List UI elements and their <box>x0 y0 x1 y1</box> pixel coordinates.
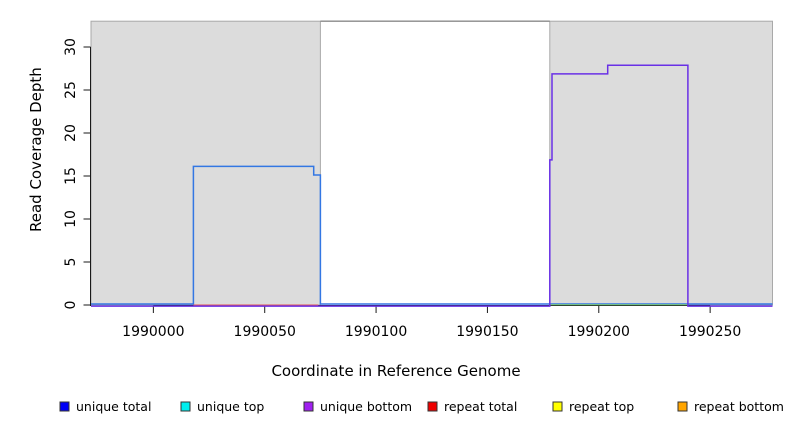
y-axis-title: Read Coverage Depth <box>27 67 45 232</box>
legend-label-repeat-bottom: repeat bottom <box>694 399 784 414</box>
y-tick-label: 0 <box>63 301 79 310</box>
legend-label-unique-total: unique total <box>76 399 151 414</box>
legend-swatch-repeat-total <box>427 401 438 412</box>
y-tick-label: 5 <box>63 258 79 267</box>
y-tick-label: 15 <box>63 167 79 185</box>
x-tick-label: 1990100 <box>345 324 407 340</box>
x-tick-label: 1990050 <box>234 324 296 340</box>
left-shaded-repeat-region <box>90 20 321 306</box>
legend-label-unique-bottom: unique bottom <box>320 399 412 414</box>
y-tick-label: 10 <box>63 210 79 228</box>
x-tick-label: 1990150 <box>456 324 518 340</box>
x-tick-label: 1990200 <box>568 324 630 340</box>
y-tick-label: 30 <box>63 38 79 56</box>
legend-swatch-repeat-bottom <box>677 401 688 412</box>
legend-label-repeat-top: repeat top <box>569 399 634 414</box>
right-shaded-repeat-region <box>549 20 774 306</box>
legend-swatch-unique-total <box>59 401 70 412</box>
series-unique-bottom-curve <box>91 64 773 307</box>
y-tick-label: 20 <box>63 124 79 142</box>
x-tick-label: 1990000 <box>122 324 184 340</box>
x-axis-title: Coordinate in Reference Genome <box>271 362 521 380</box>
legend-swatch-repeat-top <box>552 401 563 412</box>
x-tick-label: 1990250 <box>679 324 741 340</box>
legend-swatch-unique-bottom <box>303 401 314 412</box>
legend-swatch-unique-top <box>180 401 191 412</box>
y-tick-label: 25 <box>63 81 79 99</box>
legend-label-unique-top: unique top <box>197 399 264 414</box>
legend-label-repeat-total: repeat total <box>444 399 517 414</box>
series-unique-total-curve <box>91 165 773 305</box>
